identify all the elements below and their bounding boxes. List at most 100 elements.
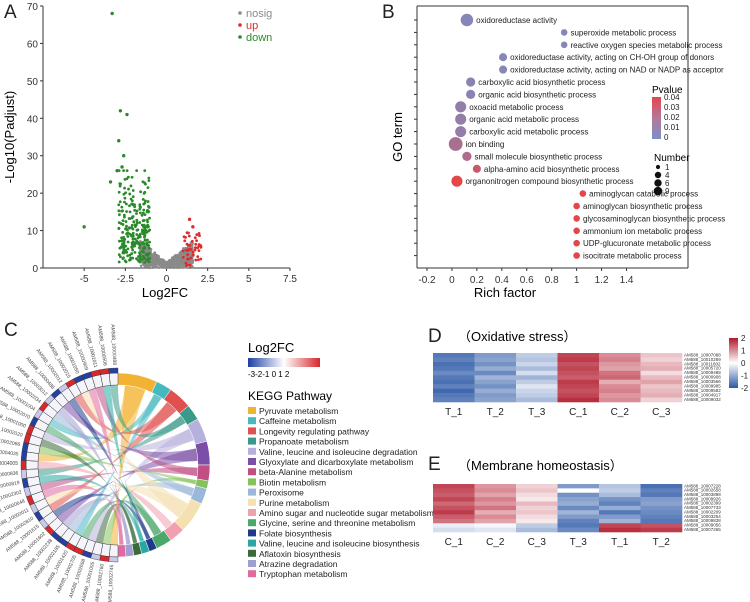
volcano-point-up xyxy=(191,225,195,229)
heatmap-cell xyxy=(516,366,558,372)
volcano-point-down xyxy=(148,216,151,220)
volcano-point-down xyxy=(146,238,149,242)
volcano-point-nosig xyxy=(161,261,165,265)
volcano-plot: 0 10 20 30 40 50 60 70 -5 -2.5 0 2.5 5 7.5 Log2FC -L… xyxy=(2,2,297,300)
volcano-point-up xyxy=(197,231,201,235)
go-term-label: oxidoreductase activity, acting on NAD o… xyxy=(510,66,724,75)
volcano-point-down xyxy=(124,220,128,223)
go-x-tick-label: 0 xyxy=(449,275,455,286)
volcano-point-down xyxy=(125,224,128,228)
volcano-point-nosig xyxy=(146,263,150,266)
volcano-point-down xyxy=(138,221,142,224)
volcano-point-up xyxy=(195,239,198,243)
heatmap-col-label: T_1 xyxy=(611,537,629,548)
volcano-point-down xyxy=(126,240,130,244)
volcano-point-down xyxy=(135,221,139,225)
volcano-point-nosig xyxy=(174,256,178,260)
volcano-point-nosig xyxy=(159,265,163,269)
volcano-point-up xyxy=(184,235,187,239)
gene-fc-arc xyxy=(99,555,110,562)
heatmap-cell xyxy=(516,361,558,367)
number-legend-label: 9 xyxy=(665,187,670,196)
volcano-point-down xyxy=(141,254,145,258)
volcano-point-down xyxy=(135,228,139,232)
go-x-tick-label: -0.2 xyxy=(418,275,436,286)
legend-label-down: down xyxy=(246,32,272,44)
heatmap-cell xyxy=(640,379,683,385)
heatmap-cell xyxy=(599,488,641,494)
heatmap-cell xyxy=(474,375,517,381)
heatmap-cell xyxy=(433,384,475,389)
heatmap-col-label: T_2 xyxy=(487,407,505,418)
pathway-label: Purine metabolism xyxy=(259,498,329,508)
go-bubble xyxy=(460,13,474,27)
legend-label-nosig: nosig xyxy=(246,8,272,20)
volcano-point-nosig xyxy=(171,260,175,263)
heatmap-row-label: AM588_10009838 xyxy=(684,518,721,523)
chord-ribbon xyxy=(52,493,151,540)
heatmap-cell xyxy=(516,353,558,358)
pathway-swatch xyxy=(248,458,256,465)
volcano-point-up xyxy=(186,253,190,257)
pathway-swatch xyxy=(248,509,256,516)
heatmap-cell xyxy=(474,510,517,515)
volcano-point-down xyxy=(135,241,139,245)
volcano-point-down xyxy=(117,139,121,143)
volcano-point-down xyxy=(128,204,131,208)
heatmap-cell xyxy=(474,492,517,498)
heatmap-cell xyxy=(516,492,558,498)
go-term-label: aminoglycan biosynthetic process xyxy=(583,202,703,211)
heatmap-cell xyxy=(557,370,600,376)
chord-ribbon xyxy=(81,390,188,518)
volcano-point-down xyxy=(131,215,134,219)
volcano-point-nosig xyxy=(181,258,185,262)
heatmap-e-title: （Membrane homeostasis） xyxy=(458,458,623,473)
heatmap-row-label: AM588_10002209 xyxy=(684,509,721,514)
volcano-point-down xyxy=(131,195,135,199)
heatmap-col-label: T_1 xyxy=(445,407,463,418)
heatmap-row-label: AM588_10003566 xyxy=(684,379,721,384)
chord-ribbon xyxy=(48,393,162,440)
volcano-point-down xyxy=(141,180,145,184)
heatmap-cell xyxy=(640,384,683,389)
volcano-point-up xyxy=(186,249,190,253)
gene-arc xyxy=(108,372,119,386)
volcano-point-down xyxy=(123,196,127,200)
heatmap-row-label: AM588_10009582 xyxy=(684,388,721,393)
volcano-point-nosig xyxy=(164,264,168,268)
pathway-label: Pyruvate metabolism xyxy=(259,406,338,416)
heatmap-row-label: AM588_10003898 xyxy=(684,492,721,497)
go-term-label: ion binding xyxy=(466,140,505,149)
heatmap-cell xyxy=(433,497,475,502)
volcano-point-down xyxy=(147,260,151,264)
legend-dot-up xyxy=(238,23,242,27)
heatmap-cell xyxy=(599,484,641,489)
pvalue-legend-tick: 0.03 xyxy=(664,103,680,112)
heatmap-row-label: AM588_10009488 xyxy=(684,370,721,375)
go-bubble xyxy=(573,215,580,222)
volcano-point-down xyxy=(117,260,121,264)
volcano-point-up xyxy=(187,231,190,235)
heatmap-cell xyxy=(557,388,600,394)
volcano-point-down xyxy=(120,165,124,169)
heatmap-row-label: AM588_10007265 xyxy=(684,527,721,532)
heatmap-cell xyxy=(640,388,683,394)
volcano-point-down xyxy=(148,240,152,244)
volcano-point-down xyxy=(126,247,130,251)
volcano-point-up xyxy=(197,244,201,248)
heatmap-cell xyxy=(640,488,683,494)
number-legend-dot xyxy=(655,164,661,170)
pathway-arc xyxy=(194,440,211,466)
volcano-point-down xyxy=(140,258,144,261)
heatmap-row-label: AM588_10000908 xyxy=(684,375,721,380)
volcano-point-down xyxy=(140,213,144,217)
volcano-point-nosig xyxy=(175,263,179,266)
go-bubble xyxy=(451,175,463,187)
volcano-point-nosig xyxy=(182,264,185,267)
volcano-point-nosig xyxy=(172,262,176,266)
pathway-arc xyxy=(117,544,127,558)
go-x-label: Rich factor xyxy=(474,285,537,300)
volcano-point-nosig xyxy=(157,262,160,265)
heatmap-row-label: AM588_10007088 xyxy=(684,352,721,357)
